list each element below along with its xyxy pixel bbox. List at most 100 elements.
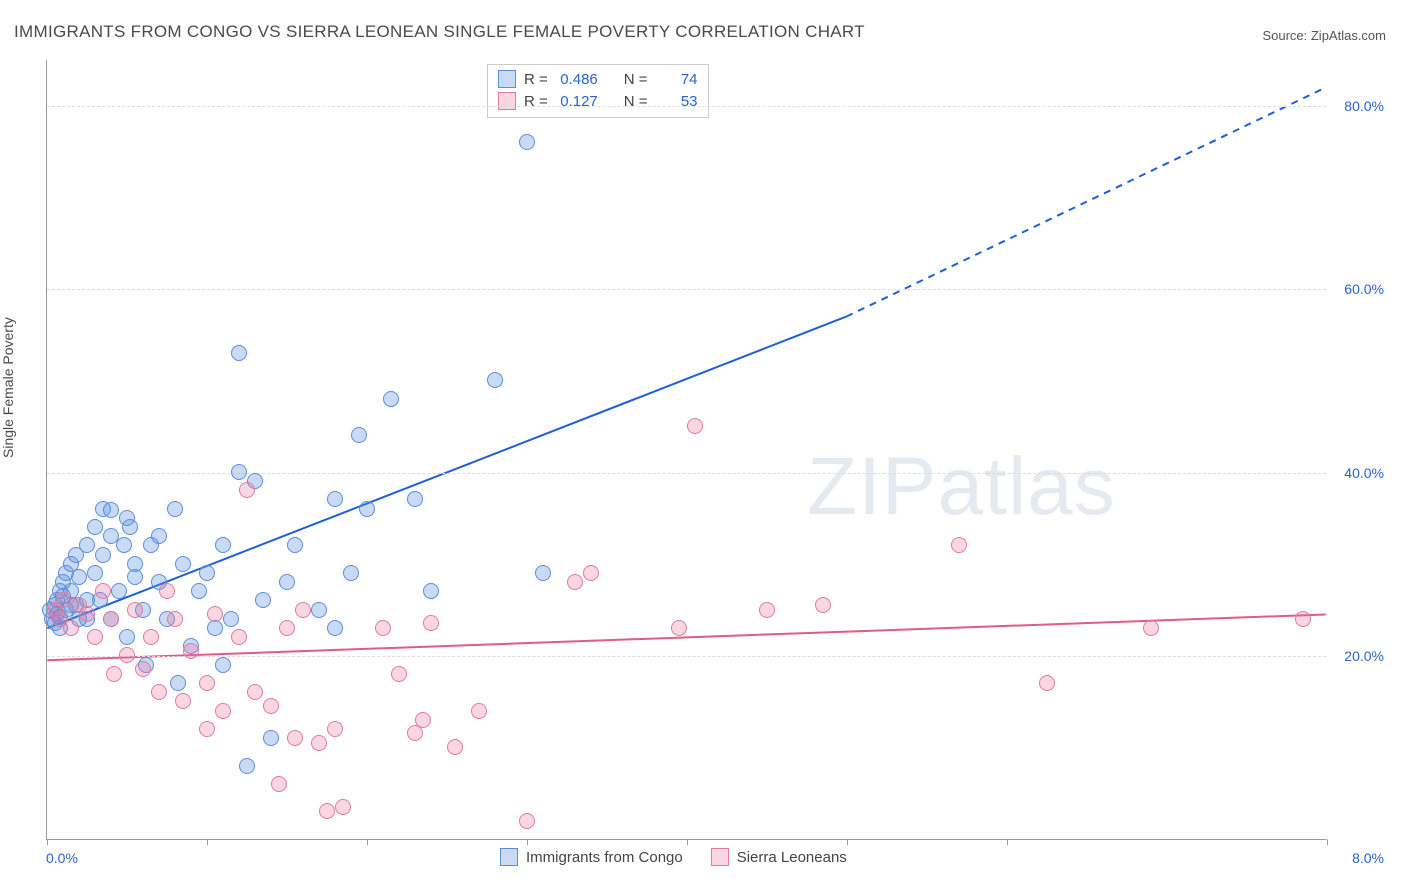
scatter-point	[1295, 611, 1311, 627]
scatter-point	[215, 657, 231, 673]
scatter-point	[423, 583, 439, 599]
scatter-point	[151, 684, 167, 700]
scatter-point	[111, 583, 127, 599]
scatter-point	[119, 647, 135, 663]
scatter-point	[1143, 620, 1159, 636]
scatter-point	[207, 606, 223, 622]
gridline-horizontal	[47, 656, 1326, 657]
scatter-point	[207, 620, 223, 636]
scatter-point	[223, 611, 239, 627]
scatter-point	[271, 776, 287, 792]
scatter-point	[319, 803, 335, 819]
r-label: R =	[524, 71, 548, 88]
legend-swatch	[711, 848, 729, 866]
scatter-point	[519, 134, 535, 150]
scatter-point	[263, 698, 279, 714]
x-tick	[847, 839, 848, 845]
scatter-point	[671, 620, 687, 636]
scatter-point	[127, 569, 143, 585]
legend: Immigrants from CongoSierra Leoneans	[500, 848, 847, 866]
scatter-point	[87, 629, 103, 645]
scatter-point	[311, 735, 327, 751]
scatter-point	[239, 758, 255, 774]
gridline-horizontal	[47, 106, 1326, 107]
scatter-point	[375, 620, 391, 636]
y-tick-label: 40.0%	[1344, 465, 1384, 481]
scatter-point	[231, 629, 247, 645]
series-swatch	[498, 92, 516, 110]
scatter-point	[79, 606, 95, 622]
scatter-point	[127, 602, 143, 618]
scatter-point	[116, 537, 132, 553]
scatter-point	[1039, 675, 1055, 691]
scatter-point	[167, 611, 183, 627]
x-axis-max-label: 8.0%	[1352, 850, 1384, 866]
scatter-point	[583, 565, 599, 581]
scatter-point	[287, 730, 303, 746]
y-tick-label: 20.0%	[1344, 648, 1384, 664]
n-label: N =	[624, 71, 648, 88]
scatter-point	[71, 569, 87, 585]
r-value: 0.127	[556, 93, 598, 110]
x-tick	[47, 839, 48, 845]
scatter-point	[295, 602, 311, 618]
watermark-text-b: atlas	[938, 441, 1116, 532]
r-label: R =	[524, 93, 548, 110]
scatter-point	[215, 703, 231, 719]
scatter-point	[199, 675, 215, 691]
legend-item: Sierra Leoneans	[711, 848, 847, 866]
scatter-point	[95, 583, 111, 599]
scatter-point	[255, 592, 271, 608]
n-label: N =	[624, 93, 648, 110]
scatter-point	[106, 666, 122, 682]
chart-title: IMMIGRANTS FROM CONGO VS SIERRA LEONEAN …	[14, 22, 865, 42]
n-value: 53	[656, 93, 698, 110]
source-label: Source:	[1262, 28, 1310, 43]
scatter-point	[122, 519, 138, 535]
scatter-point	[87, 519, 103, 535]
scatter-point	[423, 615, 439, 631]
legend-label: Sierra Leoneans	[737, 849, 847, 866]
scatter-point	[183, 643, 199, 659]
scatter-point	[759, 602, 775, 618]
scatter-point	[327, 491, 343, 507]
scatter-point	[231, 464, 247, 480]
scatter-point	[815, 597, 831, 613]
source-attribution: Source: ZipAtlas.com	[1262, 28, 1386, 43]
scatter-point	[327, 721, 343, 737]
y-tick-label: 80.0%	[1344, 98, 1384, 114]
scatter-point	[135, 661, 151, 677]
scatter-point	[343, 565, 359, 581]
watermark-text-a: ZIP	[807, 441, 938, 532]
legend-swatch	[500, 848, 518, 866]
watermark: ZIPatlas	[807, 440, 1116, 534]
x-tick	[1007, 839, 1008, 845]
scatter-point	[175, 693, 191, 709]
scatter-point	[55, 592, 71, 608]
scatter-point	[311, 602, 327, 618]
scatter-point	[103, 611, 119, 627]
scatter-point	[143, 629, 159, 645]
scatter-point	[167, 501, 183, 517]
n-value: 74	[656, 71, 698, 88]
gridline-horizontal	[47, 289, 1326, 290]
scatter-point	[391, 666, 407, 682]
plot-area: R =0.486N =74R =0.127N =53 ZIPatlas 20.0…	[46, 60, 1326, 840]
scatter-point	[175, 556, 191, 572]
scatter-point	[535, 565, 551, 581]
stats-row: R = 0.127 N = 53	[498, 90, 698, 112]
scatter-point	[95, 547, 111, 563]
scatter-point	[191, 583, 207, 599]
scatter-point	[215, 537, 231, 553]
scatter-point	[119, 629, 135, 645]
scatter-point	[79, 537, 95, 553]
y-tick-label: 60.0%	[1344, 281, 1384, 297]
x-tick	[527, 839, 528, 845]
x-tick	[1327, 839, 1328, 845]
x-axis-min-label: 0.0%	[46, 850, 78, 866]
scatter-point	[687, 418, 703, 434]
scatter-point	[151, 528, 167, 544]
scatter-point	[231, 345, 247, 361]
scatter-point	[199, 565, 215, 581]
scatter-point	[351, 427, 367, 443]
